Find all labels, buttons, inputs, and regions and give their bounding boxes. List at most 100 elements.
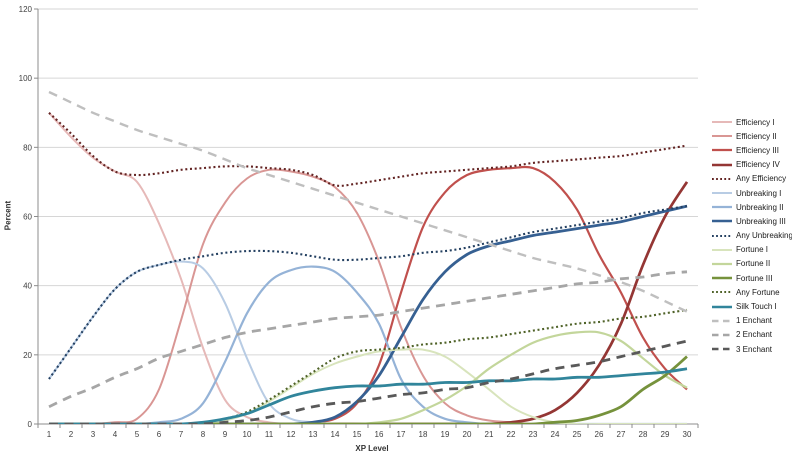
legend-label-unbreaking-i: Unbreaking I xyxy=(736,188,782,198)
legend-marker-efficiency-i xyxy=(712,121,732,124)
legend-item-efficiency-iii: Efficiency III xyxy=(711,143,792,157)
series-line-efficiency-iii xyxy=(49,165,688,424)
series-line-any-fortune xyxy=(49,308,688,424)
legend-item-2-enchant: 2 Enchant xyxy=(711,328,792,342)
legend-item-fortune-ii: Fortune II xyxy=(711,257,792,271)
legend-item-any-efficiency: Any Efficiency xyxy=(711,172,792,186)
legend-label-efficiency-iii: Efficiency III xyxy=(736,145,779,155)
legend-label-unbreaking-iii: Unbreaking III xyxy=(736,216,786,226)
x-tick-label: 29 xyxy=(661,430,670,439)
legend-item-any-unbreaking: Any Unbreaking xyxy=(711,229,792,243)
x-tick-label: 1 xyxy=(47,430,52,439)
series-line-efficiency-ii xyxy=(49,168,687,424)
series-line-fortune-i xyxy=(49,348,687,424)
legend-marker-2-enchant xyxy=(712,333,732,337)
series-line-any-unbreaking xyxy=(48,205,688,380)
legend-item-efficiency-ii: Efficiency II xyxy=(711,129,792,143)
legend-label-fortune-iii: Fortune III xyxy=(736,273,773,283)
x-tick-label: 30 xyxy=(683,430,692,439)
series-line-1-enchant xyxy=(48,90,688,313)
legend-label-2-enchant: 2 Enchant xyxy=(736,330,773,340)
x-tick-label: 26 xyxy=(595,430,604,439)
x-tick-label: 8 xyxy=(201,430,206,439)
series-line-any-efficiency xyxy=(48,112,688,187)
x-tick-label: 6 xyxy=(157,430,162,439)
legend-label-silk-touch-i: Silk Touch I xyxy=(736,302,777,312)
y-tick-label: 20 xyxy=(23,351,32,360)
x-tick-label: 4 xyxy=(113,430,118,439)
legend-marker-unbreaking-i xyxy=(712,192,732,195)
legend-label-efficiency-i: Efficiency I xyxy=(736,117,775,127)
x-tick-label: 18 xyxy=(419,430,428,439)
x-tick-label: 3 xyxy=(91,430,96,439)
legend-label-fortune-ii: Fortune II xyxy=(736,259,771,269)
y-tick-label: 100 xyxy=(19,74,33,83)
legend-marker-fortune-ii xyxy=(712,262,732,266)
legend-item-any-fortune: Any Fortune xyxy=(711,285,792,299)
legend-marker-fortune-iii xyxy=(712,276,732,280)
series-line-2-enchant xyxy=(48,270,688,408)
series-line-unbreaking-ii xyxy=(49,265,687,424)
legend-marker-any-fortune xyxy=(712,291,732,294)
legend-item-fortune-iii: Fortune III xyxy=(711,271,792,285)
legend-marker-efficiency-iii xyxy=(712,149,732,152)
y-tick-label: 40 xyxy=(23,282,32,291)
x-tick-label: 21 xyxy=(485,430,494,439)
legend-item-fortune-i: Fortune I xyxy=(711,243,792,257)
x-tick-label: 27 xyxy=(617,430,626,439)
series-line-silk-touch-i xyxy=(49,367,688,424)
x-tick-label: 28 xyxy=(639,430,648,439)
legend-label-1-enchant: 1 Enchant xyxy=(736,316,773,326)
x-tick-label: 19 xyxy=(441,430,450,439)
legend-item-3-enchant: 3 Enchant xyxy=(711,342,792,356)
series-line-3-enchant xyxy=(49,339,688,424)
x-tick-label: 23 xyxy=(529,430,538,439)
legend-marker-any-efficiency xyxy=(712,177,732,180)
x-tick-label: 24 xyxy=(551,430,560,439)
legend-label-efficiency-ii: Efficiency II xyxy=(736,131,777,141)
x-tick-label: 15 xyxy=(353,430,362,439)
legend-marker-any-unbreaking xyxy=(712,234,732,237)
legend-marker-3-enchant xyxy=(712,347,732,351)
y-tick-label: 60 xyxy=(23,213,32,222)
series-line-efficiency-iv xyxy=(49,181,689,424)
y-tick-label: 120 xyxy=(19,5,33,14)
x-tick-label: 9 xyxy=(223,430,228,439)
legend-item-efficiency-iv: Efficiency IV xyxy=(711,158,792,172)
x-tick-label: 2 xyxy=(69,430,74,439)
x-tick-label: 7 xyxy=(179,430,184,439)
y-axis-title: Percent xyxy=(3,200,13,231)
legend-label-unbreaking-ii: Unbreaking II xyxy=(736,202,784,212)
x-tick-label: 22 xyxy=(507,430,516,439)
legend-marker-efficiency-iv xyxy=(712,163,732,166)
legend-label-3-enchant: 3 Enchant xyxy=(736,344,773,354)
x-tick-label: 16 xyxy=(375,430,384,439)
x-tick-label: 14 xyxy=(331,430,340,439)
series-line-fortune-iii xyxy=(49,355,688,424)
y-tick-label: 80 xyxy=(23,143,32,152)
y-tick-label: 0 xyxy=(28,420,33,429)
legend-label-any-unbreaking: Any Unbreaking xyxy=(736,231,792,241)
x-tick-label: 13 xyxy=(309,430,318,439)
x-tick-label: 5 xyxy=(135,430,140,439)
legend-label-any-efficiency: Any Efficiency xyxy=(736,174,787,184)
chart-legend: Efficiency I Efficiency II Efficiency III E… xyxy=(711,115,792,356)
x-tick-label: 11 xyxy=(265,430,274,439)
legend-item-unbreaking-i: Unbreaking I xyxy=(711,186,792,200)
x-tick-label: 10 xyxy=(243,430,252,439)
legend-label-efficiency-iv: Efficiency IV xyxy=(736,160,780,170)
x-axis-title: XP Level xyxy=(355,444,389,453)
x-tick-label: 25 xyxy=(573,430,582,439)
legend-item-1-enchant: 1 Enchant xyxy=(711,314,792,328)
x-tick-label: 12 xyxy=(287,430,296,439)
series-line-efficiency-i xyxy=(48,112,687,424)
legend-marker-efficiency-ii xyxy=(712,135,732,138)
legend-item-silk-touch-i: Silk Touch I xyxy=(711,299,792,313)
legend-marker-1-enchant xyxy=(712,319,732,322)
legend-label-any-fortune: Any Fortune xyxy=(736,287,780,297)
legend-marker-unbreaking-iii xyxy=(712,220,732,223)
series-line-unbreaking-iii xyxy=(49,204,688,424)
legend-item-efficiency-i: Efficiency I xyxy=(711,115,792,129)
